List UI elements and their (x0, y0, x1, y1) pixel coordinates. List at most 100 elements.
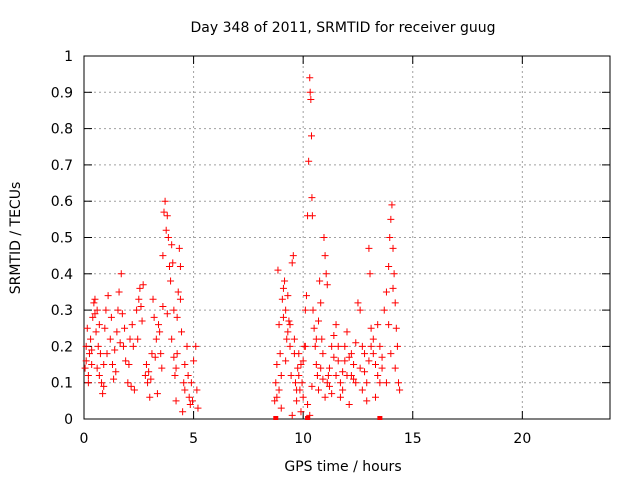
data-point (277, 404, 285, 412)
data-point (301, 342, 309, 350)
data-point (159, 302, 167, 310)
data-point (273, 393, 281, 401)
data-point (350, 361, 358, 369)
data-point (112, 368, 120, 376)
data-point (87, 335, 95, 343)
data-point (289, 252, 297, 260)
data-point (98, 379, 106, 387)
data-point (158, 364, 166, 372)
data-point (82, 357, 90, 365)
data-point (115, 288, 123, 296)
data-point (323, 379, 331, 387)
data-point (308, 382, 316, 390)
data-point (352, 339, 360, 347)
data-point (316, 277, 324, 285)
data-point (188, 397, 196, 405)
data-point (358, 342, 366, 350)
data-point (165, 263, 173, 271)
data-point (89, 313, 97, 321)
data-point (134, 335, 142, 343)
data-point (306, 88, 314, 96)
data-point (119, 342, 127, 350)
data-point (376, 342, 384, 350)
data-point (90, 299, 98, 307)
data-point (330, 332, 338, 340)
y-tick-label: 0.6 (51, 194, 73, 210)
data-point (358, 386, 366, 394)
data-point (271, 397, 279, 405)
data-point (187, 379, 195, 387)
data-point (288, 411, 296, 419)
data-point (128, 321, 136, 329)
data-point (361, 368, 369, 376)
data-point (176, 295, 184, 303)
data-point (339, 386, 347, 394)
data-point (388, 201, 396, 209)
data-point (315, 317, 323, 325)
y-tick-label: 0.1 (51, 376, 73, 392)
data-point (392, 324, 400, 332)
data-point (117, 270, 125, 278)
data-point (184, 371, 192, 379)
data-point (323, 281, 331, 289)
x-axis-label: GPS time / hours (284, 459, 401, 475)
data-point (309, 306, 317, 314)
data-point (167, 277, 175, 285)
data-point (345, 400, 353, 408)
data-point (328, 390, 336, 398)
data-point (282, 306, 290, 314)
data-point (95, 321, 103, 329)
data-point (108, 361, 116, 369)
data-point (110, 375, 118, 383)
data-point (325, 364, 333, 372)
data-point (290, 350, 298, 358)
data-point (387, 350, 395, 358)
data-point (386, 234, 394, 241)
data-point (102, 306, 110, 314)
data-point (320, 234, 328, 241)
data-point (179, 408, 187, 416)
data-point (391, 299, 399, 307)
chart-title: Day 348 of 2011, SRMTID for receiver guu… (191, 20, 496, 36)
data-point (363, 397, 371, 405)
data-point (286, 342, 294, 350)
data-point (363, 379, 371, 387)
data-point (277, 371, 285, 379)
data-point (378, 364, 386, 372)
data-point (308, 194, 316, 202)
data-point (118, 310, 126, 318)
data-point (148, 350, 156, 358)
data-point (290, 335, 298, 343)
data-point (332, 371, 340, 379)
data-point (343, 328, 351, 336)
data-point (356, 364, 364, 372)
data-point (313, 371, 321, 379)
data-point (275, 321, 283, 329)
data-point (174, 288, 182, 296)
data-point (88, 361, 96, 369)
data-point (367, 342, 375, 350)
data-point (369, 350, 377, 358)
data-point (374, 321, 382, 329)
data-point (136, 284, 144, 292)
data-point (382, 379, 390, 387)
data-point (95, 371, 103, 379)
data-point (396, 386, 404, 394)
data-point (126, 335, 134, 343)
data-point (341, 342, 349, 350)
data-point (183, 342, 191, 350)
data-point (378, 353, 386, 361)
data-point (82, 342, 90, 350)
data-point (291, 379, 299, 387)
data-point (157, 350, 165, 358)
data-point (371, 393, 379, 401)
data-point (113, 328, 121, 336)
data-point (279, 284, 287, 292)
data-point (374, 371, 382, 379)
data-point (276, 350, 284, 358)
data-point (121, 324, 129, 332)
data-point (294, 364, 302, 372)
data-point (92, 328, 100, 336)
data-points (81, 74, 404, 420)
data-point (307, 132, 315, 140)
